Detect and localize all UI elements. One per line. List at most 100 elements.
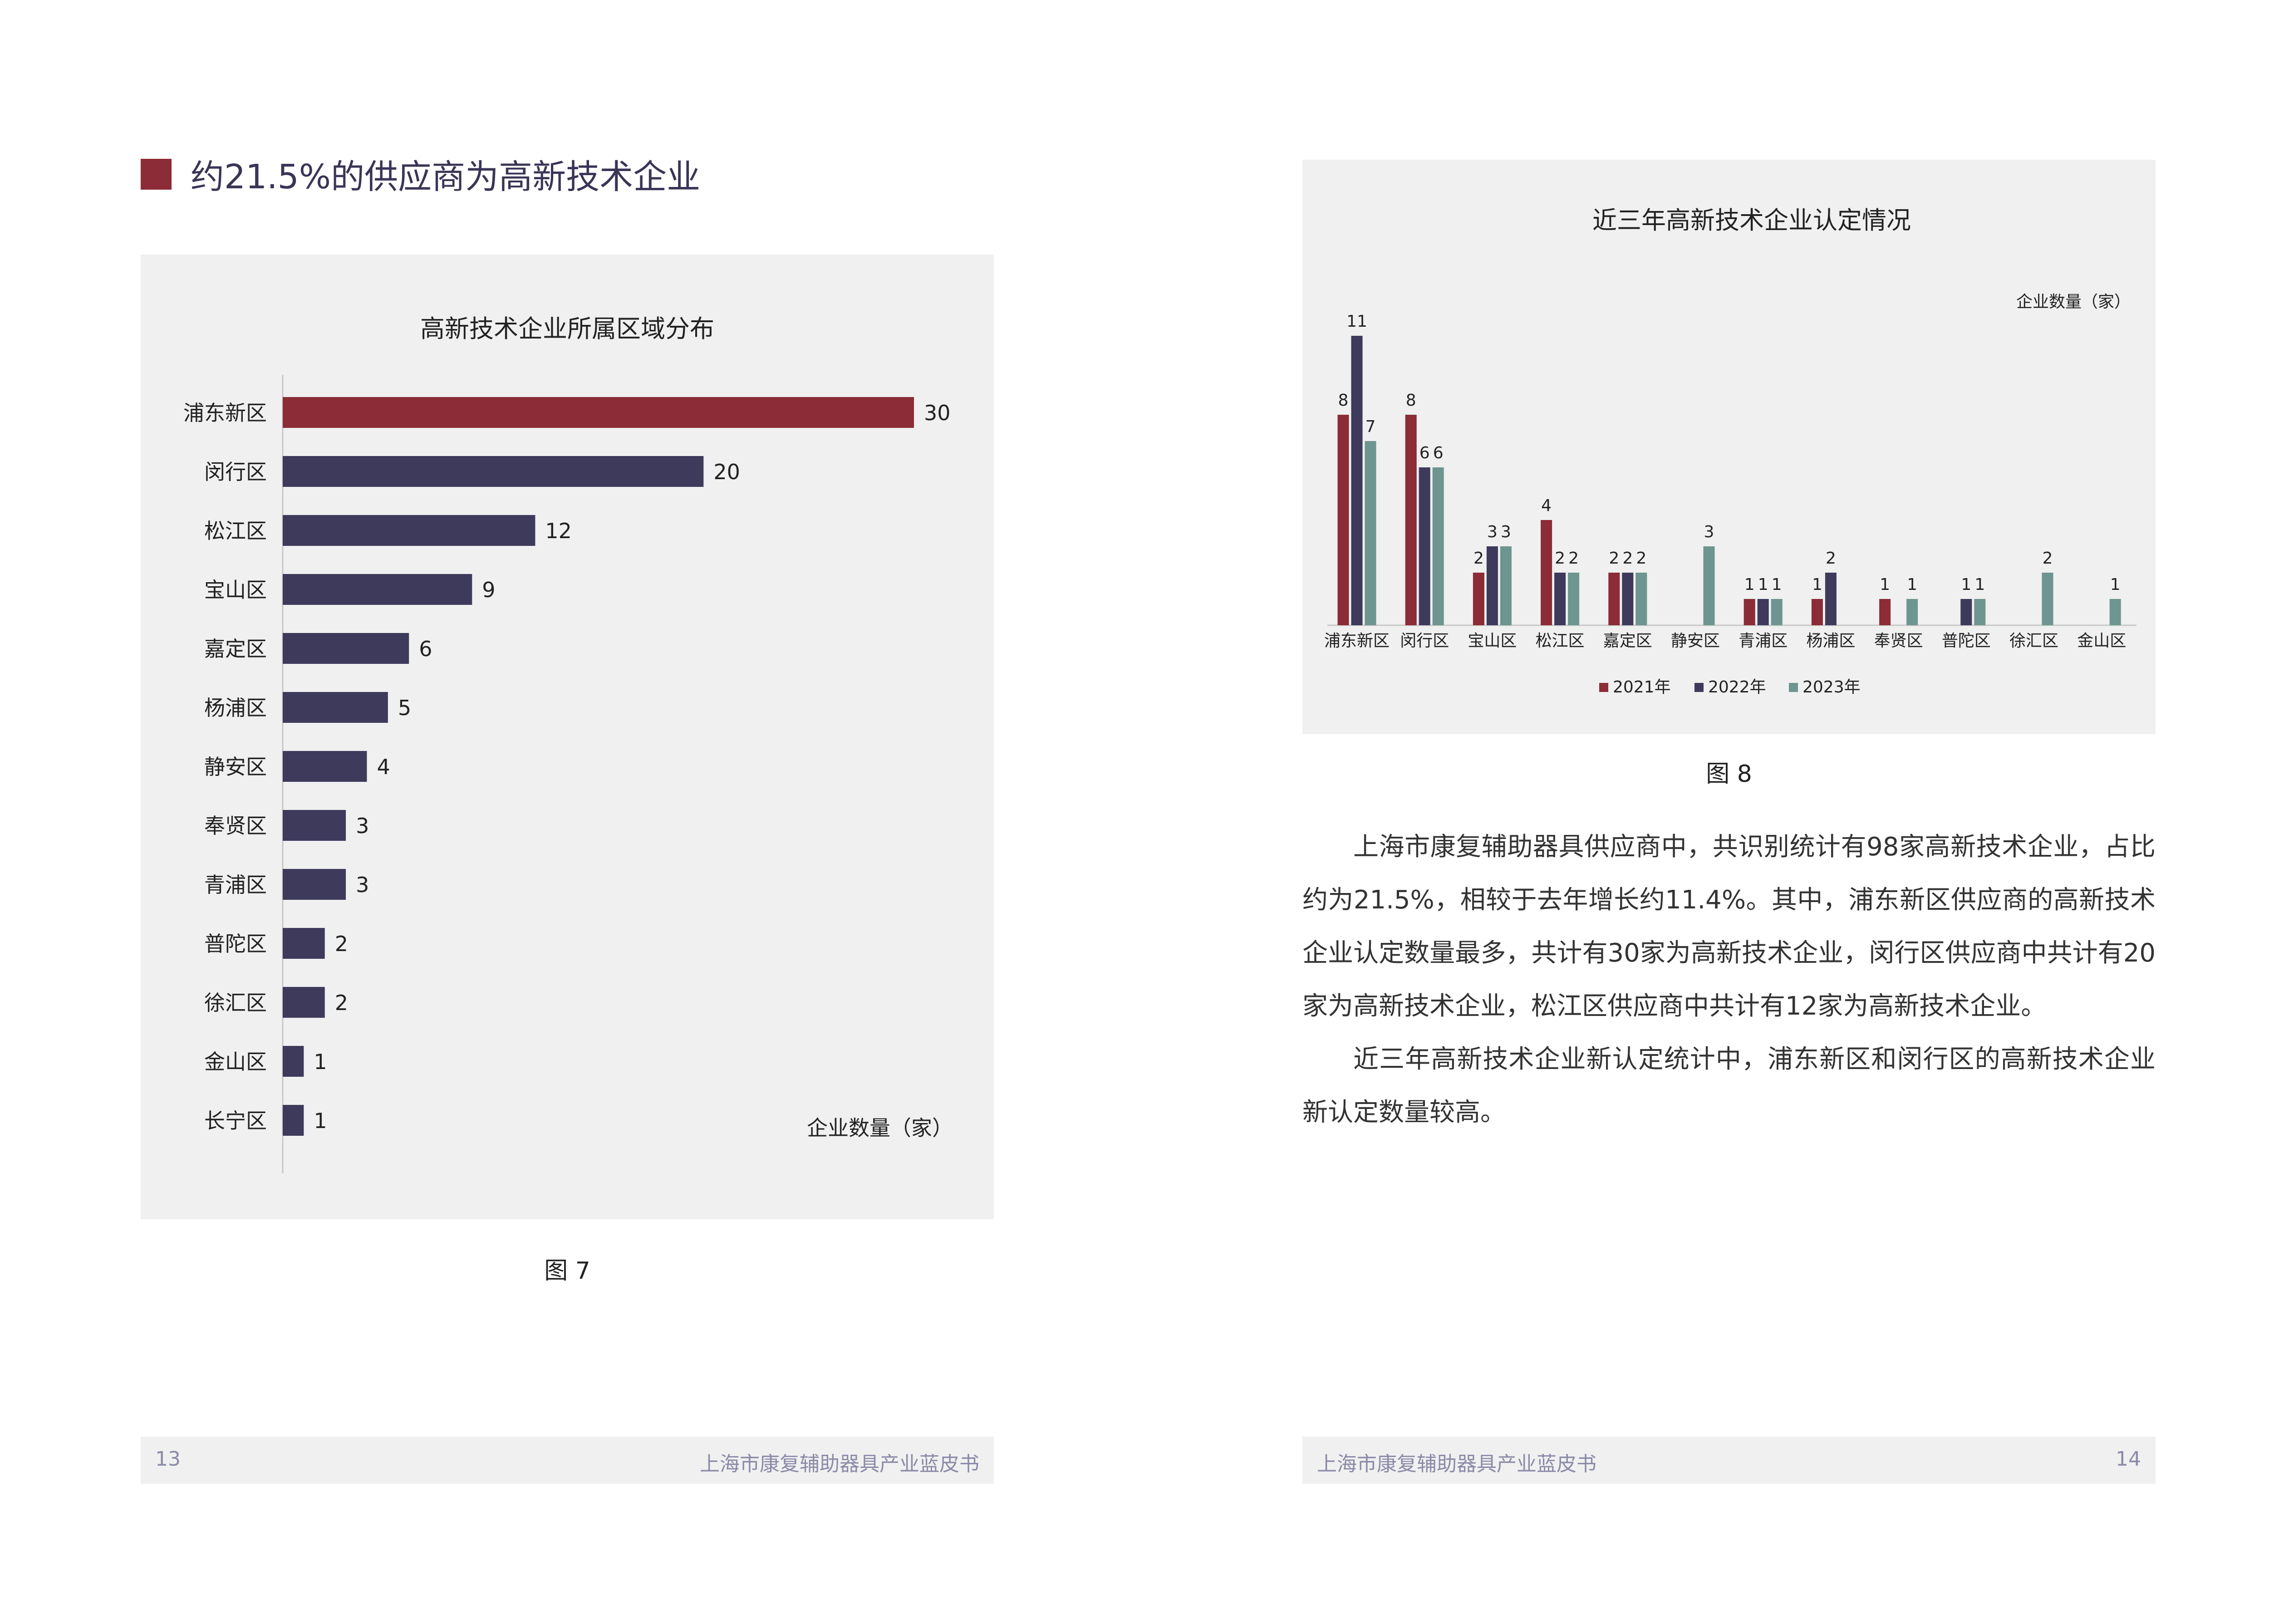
data-label: 6 [1419,444,1430,462]
category-label: 青浦区 [1739,632,1788,650]
data-label: 1 [1812,575,1822,594]
data-label: 3 [1487,523,1498,541]
paragraph-1: 上海市康复辅助器具供应商中，共识别统计有98家高新技术企业，占比约为21.5%，… [1302,832,2156,1021]
category-label: 普陀区 [204,932,267,956]
bar [1405,415,1417,625]
bar [1419,467,1430,625]
bar [2042,573,2053,625]
bar [1825,573,1837,625]
data-label: 1 [1880,575,1890,594]
bar [283,456,704,487]
data-label: 3 [1501,523,1511,541]
body-text: 上海市康复辅助器具供应商中，共识别统计有98家高新技术企业，占比约为21.5%，… [1302,820,2156,1139]
bar [283,1046,304,1077]
section-heading: 约21.5%的供应商为高新技术企业 [191,157,701,196]
legend-label: 2021年 [1613,678,1671,697]
bar [283,987,325,1018]
category-label: 奉贤区 [1874,632,1923,650]
data-label: 9 [482,578,495,602]
data-label: 2 [1622,549,1633,568]
data-label: 1 [2110,575,2121,594]
bar [283,692,388,723]
data-label: 2 [1826,549,1836,568]
bar [1365,441,1376,625]
unit-label: 企业数量（家） [807,1116,953,1140]
footer-right: 上海市康复辅助器具产业蓝皮书 14 [1302,1437,2156,1484]
category-label: 嘉定区 [1603,632,1652,650]
category-label: 嘉定区 [204,637,267,661]
data-label: 2 [335,991,348,1015]
bar [1879,599,1891,625]
data-label: 4 [1541,496,1552,515]
bar [283,397,914,428]
category-label: 松江区 [1536,632,1585,650]
bar [283,810,346,841]
data-label: 30 [924,401,951,425]
category-label: 静安区 [1671,632,1720,650]
data-label: 2 [1568,549,1579,568]
bar [1974,599,1986,625]
bar [283,515,535,546]
category-label: 闵行区 [1400,632,1449,650]
bar [1568,573,1580,625]
data-label: 11 [1346,312,1367,331]
bar [1500,546,1512,625]
bar [283,574,472,605]
legend-label: 2023年 [1802,678,1861,697]
page-number: 14 [2116,1447,2141,1471]
page-number: 13 [155,1447,181,1471]
legend-swatch [1694,683,1704,692]
data-label: 8 [1406,391,1416,410]
bar [1743,599,1755,625]
data-label: 3 [356,873,369,897]
category-label: 宝山区 [1468,632,1517,650]
bar [1960,599,1972,625]
bar [1635,573,1647,625]
data-label: 3 [1704,523,1714,541]
bar [1906,599,1918,625]
figure-caption-8: 图 8 [1706,760,1752,788]
category-label: 静安区 [204,755,267,779]
footer-title: 上海市康复辅助器具产业蓝皮书 [700,1452,979,1476]
data-label: 2 [335,932,348,956]
data-label: 4 [377,755,390,779]
category-label: 徐汇区 [2009,632,2058,650]
category-label: 青浦区 [204,873,267,897]
category-label: 徐汇区 [204,991,267,1015]
bar [1811,599,1823,625]
chart-panel-region-distribution: 高新技术企业所属区域分布 浦东新区 30 闵行区 20 松江区 12 宝山区 9 嘉定区 6 杨浦区 5… [141,255,994,1219]
data-label: 2 [2043,549,2053,568]
data-label: 1 [1974,575,1985,594]
legend-swatch [1789,683,1798,692]
bar [2109,599,2121,625]
chart-panel-three-year: 近三年高新技术企业认定情况 企业数量（家） 浦东新区 8 11 7 闵行区 8 6 6 宝山区 2 3 3… [1302,160,2156,734]
footer-left: 13 上海市康复辅助器具产业蓝皮书 [141,1437,994,1484]
data-label: 2 [1555,549,1565,568]
bar [1703,546,1715,625]
data-label: 1 [1961,575,1971,594]
legend-swatch [1599,683,1608,692]
category-label: 浦东新区 [1324,632,1390,650]
bar [1351,336,1363,625]
data-label: 20 [713,460,740,484]
bar [1486,546,1498,625]
category-label: 长宁区 [204,1109,267,1133]
data-label: 1 [314,1050,327,1074]
data-label: 1 [1744,575,1755,594]
bar [1622,573,1634,625]
data-label: 8 [1338,391,1349,410]
category-label: 浦东新区 [183,401,267,425]
bar [283,928,325,959]
bar [1432,467,1444,625]
category-label: 宝山区 [204,578,267,602]
bar [1541,520,1552,625]
data-label: 2 [1609,549,1619,568]
category-label: 奉贤区 [204,814,267,838]
bar [1608,573,1620,625]
bar [283,869,346,900]
bar [1771,599,1783,625]
heading-marker [141,159,172,190]
category-label: 杨浦区 [204,696,267,720]
data-label: 5 [398,696,411,720]
